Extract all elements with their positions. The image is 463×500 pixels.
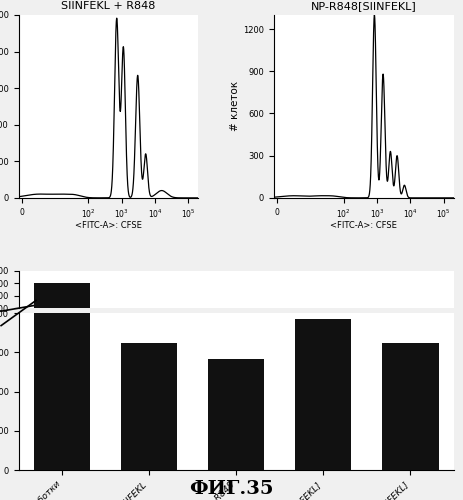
Title: NP-R848[SIINFEKL]: NP-R848[SIINFEKL]	[311, 2, 417, 12]
Bar	[295, 368, 351, 371]
Bar	[382, 369, 438, 371]
Bar	[208, 369, 264, 371]
Bar	[121, 343, 177, 470]
Bar	[121, 369, 177, 371]
Text: ФИГ.35: ФИГ.35	[189, 480, 274, 498]
X-axis label: <FITC-A>: CFSE: <FITC-A>: CFSE	[75, 222, 142, 230]
Bar	[34, 283, 90, 371]
Bar	[382, 343, 438, 470]
Bar	[34, 0, 90, 470]
X-axis label: <FITC-A>: CFSE: <FITC-A>: CFSE	[331, 222, 397, 230]
Bar	[295, 318, 351, 470]
Bar	[208, 358, 264, 470]
Title: SIINFEKL + R848: SIINFEKL + R848	[61, 2, 156, 12]
Y-axis label: # клеток: # клеток	[231, 82, 240, 132]
